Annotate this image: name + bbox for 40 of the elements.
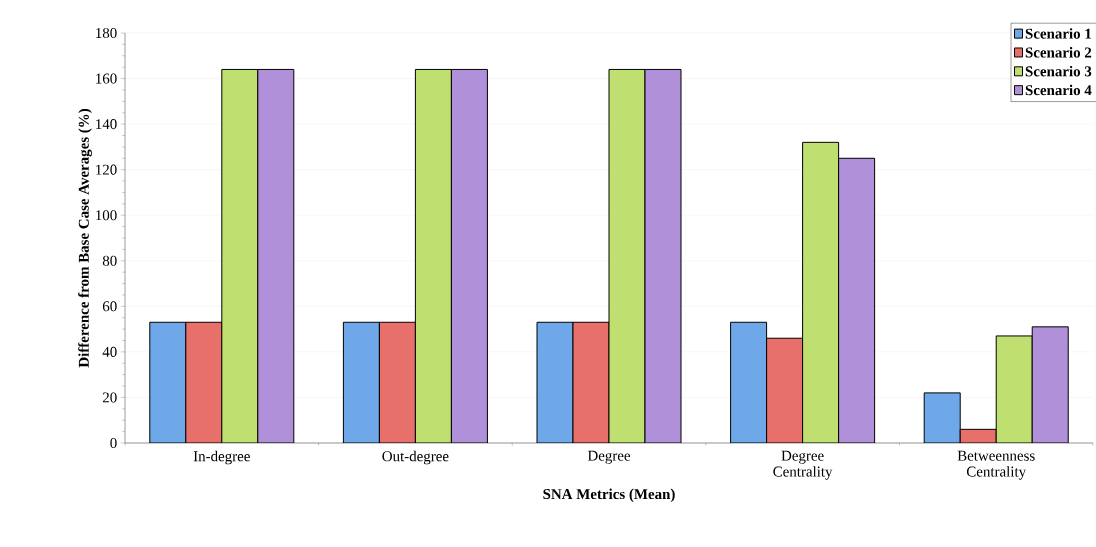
bar xyxy=(257,68,295,443)
bar xyxy=(450,68,488,443)
bar xyxy=(185,321,223,443)
legend-label: Scenario 2 xyxy=(1025,47,1092,58)
bar xyxy=(802,141,840,443)
bar xyxy=(995,335,1033,443)
y-tick-label: 20 xyxy=(102,392,117,403)
y-tick-label: 120 xyxy=(96,164,117,175)
y-tick-label: 100 xyxy=(96,210,117,221)
bar xyxy=(644,68,682,443)
bar xyxy=(923,392,961,443)
y-tick-label: 140 xyxy=(96,119,117,130)
bar xyxy=(342,321,380,443)
bar xyxy=(149,321,187,443)
y-tick-label: 40 xyxy=(102,346,117,357)
bar xyxy=(608,68,646,443)
legend-label: Scenario 1 xyxy=(1025,28,1092,39)
legend-label: Scenario 4 xyxy=(1025,84,1092,96)
y-tick-label: 160 xyxy=(96,73,117,84)
y-axis-title: Difference from Base Case Averages (%) xyxy=(78,108,92,368)
y-tick-label: 180 xyxy=(96,27,117,39)
x-tick-label: In-degree xyxy=(193,450,250,465)
x-tick-label: Betweenness Centrality xyxy=(957,450,1035,480)
bar xyxy=(766,337,804,443)
bar xyxy=(221,68,259,443)
bar xyxy=(378,321,416,443)
y-tick-label: 60 xyxy=(102,301,117,312)
x-tick-label: Out-degree xyxy=(382,450,449,465)
bar xyxy=(572,321,610,443)
x-tick-label: Degree Centrality xyxy=(773,450,833,480)
bar xyxy=(838,157,876,443)
bar xyxy=(1031,326,1069,443)
y-tick-label: 0 xyxy=(110,437,117,449)
x-tick-label: Degree xyxy=(587,450,631,464)
x-axis-title: SNA Metrics (Mean) xyxy=(543,488,675,503)
bar xyxy=(730,321,768,443)
legend-label: Scenario 3 xyxy=(1025,65,1092,77)
bar xyxy=(414,68,452,443)
bar xyxy=(536,321,574,443)
y-tick-label: 80 xyxy=(102,255,117,266)
